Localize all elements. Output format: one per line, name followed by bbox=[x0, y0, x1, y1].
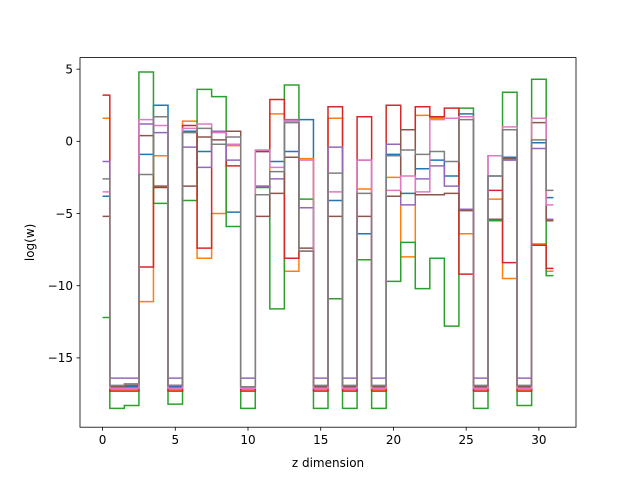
y-tick-label: −15 bbox=[48, 351, 73, 365]
y-tick-label: −10 bbox=[48, 279, 73, 293]
y-axis-ticks: 5 0 −5 −10 −15 bbox=[48, 62, 80, 365]
y-tick-label: −5 bbox=[55, 207, 73, 221]
x-tick-label: 10 bbox=[240, 433, 255, 447]
x-tick-label: 15 bbox=[313, 433, 328, 447]
x-axis-label: z dimension bbox=[292, 456, 364, 470]
plot-frame bbox=[79, 57, 577, 428]
y-tick-label: 5 bbox=[65, 62, 73, 76]
y-axis-label: log(w) bbox=[23, 224, 37, 261]
x-tick-label: 25 bbox=[459, 433, 474, 447]
x-axis-ticks: 0 5 10 15 20 25 30 bbox=[99, 427, 547, 447]
x-tick-label: 5 bbox=[171, 433, 179, 447]
x-tick-label: 0 bbox=[99, 433, 107, 447]
series-line-7 bbox=[102, 116, 554, 388]
y-tick-label: 0 bbox=[65, 135, 73, 149]
x-tick-label: 20 bbox=[386, 433, 401, 447]
x-tick-label: 30 bbox=[531, 433, 546, 447]
series-layer bbox=[102, 71, 554, 410]
